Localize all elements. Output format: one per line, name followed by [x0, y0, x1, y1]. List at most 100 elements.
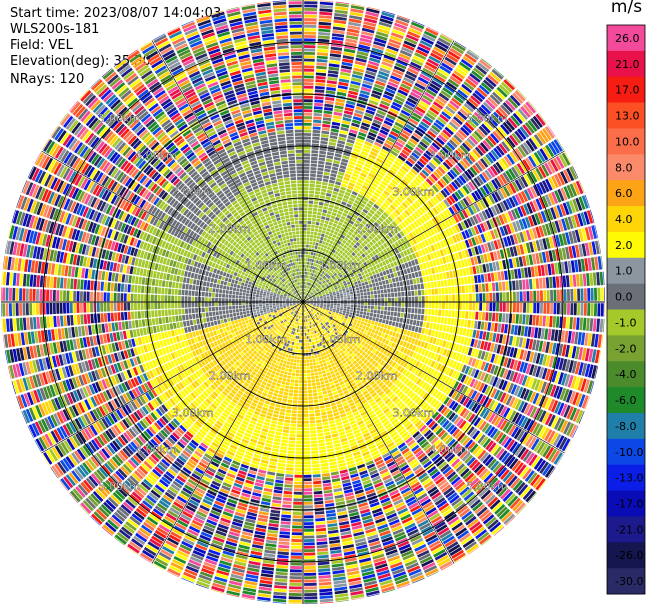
velocity-gate: [297, 325, 300, 329]
velocity-gate: [262, 284, 266, 288]
velocity-gate: [298, 390, 303, 394]
velocity-gate: [298, 289, 301, 292]
velocity-gate: [401, 291, 405, 297]
velocity-gate: [364, 367, 370, 373]
velocity-gate: [332, 311, 336, 314]
velocity-gate: [313, 297, 316, 300]
velocity-gate: [256, 321, 261, 325]
velocity-gate: [316, 317, 319, 321]
velocity-gate: [317, 316, 321, 319]
velocity-gate: [293, 321, 296, 325]
velocity-gate: [360, 279, 364, 283]
velocity-gate: [218, 302, 222, 307]
velocity-gate: [365, 384, 371, 390]
velocity-gate: [294, 379, 299, 383]
velocity-gate: [209, 236, 215, 243]
velocity-gate: [318, 324, 321, 328]
velocity-gate: [359, 231, 364, 236]
velocity-gate: [353, 368, 358, 373]
velocity-gate: [317, 232, 322, 237]
velocity-gate: [197, 274, 202, 280]
velocity-gate: [325, 317, 329, 320]
velocity-gate: [387, 325, 392, 330]
velocity-gate: [181, 296, 185, 302]
velocity-gate: [396, 271, 401, 277]
velocity-gate: [351, 257, 356, 261]
velocity-gate: [323, 264, 327, 268]
velocity-gate: [310, 301, 314, 302]
velocity-gate: [380, 276, 385, 281]
velocity-gate: [366, 344, 371, 350]
velocity-gate: [328, 367, 333, 372]
velocity-gate: [266, 330, 270, 334]
velocity-gate: [388, 341, 393, 347]
velocity-gate: [317, 388, 322, 393]
velocity-gate: [324, 220, 329, 225]
velocity-gate: [319, 288, 323, 291]
velocity-gate: [274, 312, 278, 315]
velocity-gate: [279, 314, 283, 317]
velocity-gate: [270, 373, 275, 378]
velocity-gate: [330, 370, 335, 375]
velocity-gate: [329, 309, 333, 312]
velocity-gate: [201, 302, 205, 307]
velocity-gate: [202, 340, 207, 346]
velocity-gate: [286, 239, 290, 243]
velocity-gate: [313, 290, 316, 293]
velocity-gate: [300, 288, 302, 292]
velocity-gate: [241, 236, 246, 242]
velocity-gate: [331, 169, 338, 174]
velocity-gate: [277, 202, 283, 207]
velocity-gate: [383, 349, 388, 356]
velocity-gate: [248, 214, 254, 220]
velocity-gate: [333, 298, 337, 301]
velocity-gate: [308, 306, 311, 309]
velocity-gate: [246, 313, 251, 317]
velocity-gate: [266, 324, 270, 328]
velocity-gate: [266, 296, 269, 299]
velocity-gate: [192, 331, 197, 338]
velocity-gate: [394, 350, 400, 356]
velocity-gate: [324, 165, 332, 170]
velocity-gate: [387, 306, 391, 311]
velocity-gate: [292, 284, 295, 288]
velocity-gate: [303, 285, 305, 288]
velocity-gate: [367, 386, 373, 392]
velocity-gate: [269, 298, 273, 301]
velocity-gate: [373, 230, 379, 236]
velocity-gate: [208, 307, 212, 312]
velocity-gate: [283, 261, 287, 266]
velocity-gate: [367, 378, 373, 384]
velocity-gate: [304, 326, 306, 329]
velocity-gate: [369, 372, 375, 378]
velocity-gate: [319, 306, 323, 309]
velocity-gate: [277, 421, 284, 426]
velocity-gate: [211, 307, 215, 312]
velocity-gate: [297, 268, 300, 272]
velocity-gate: [397, 351, 403, 358]
velocity-gate: [300, 292, 302, 295]
velocity-gate: [256, 357, 261, 362]
velocity-gate: [264, 386, 270, 391]
velocity-gate: [372, 317, 376, 321]
velocity-gate: [278, 209, 284, 214]
velocity-gate: [237, 348, 242, 353]
velocity-gate: [318, 265, 322, 269]
velocity-gate: [302, 295, 303, 299]
velocity-gate: [281, 329, 285, 334]
velocity-gate: [376, 234, 382, 240]
velocity-gate: [303, 244, 306, 248]
velocity-gate: [271, 229, 276, 234]
velocity-gate: [348, 340, 353, 345]
velocity-gate: [303, 360, 306, 363]
velocity-gate: [203, 276, 208, 282]
velocity-gate: [331, 430, 338, 435]
velocity-gate: [295, 328, 298, 332]
velocity-gate: [342, 320, 347, 324]
velocity-gate: [276, 297, 279, 300]
velocity-gate: [195, 307, 199, 313]
velocity-gate: [313, 298, 317, 300]
velocity-gate: [315, 242, 319, 246]
velocity-gate: [309, 296, 312, 298]
velocity-gate: [275, 431, 282, 436]
